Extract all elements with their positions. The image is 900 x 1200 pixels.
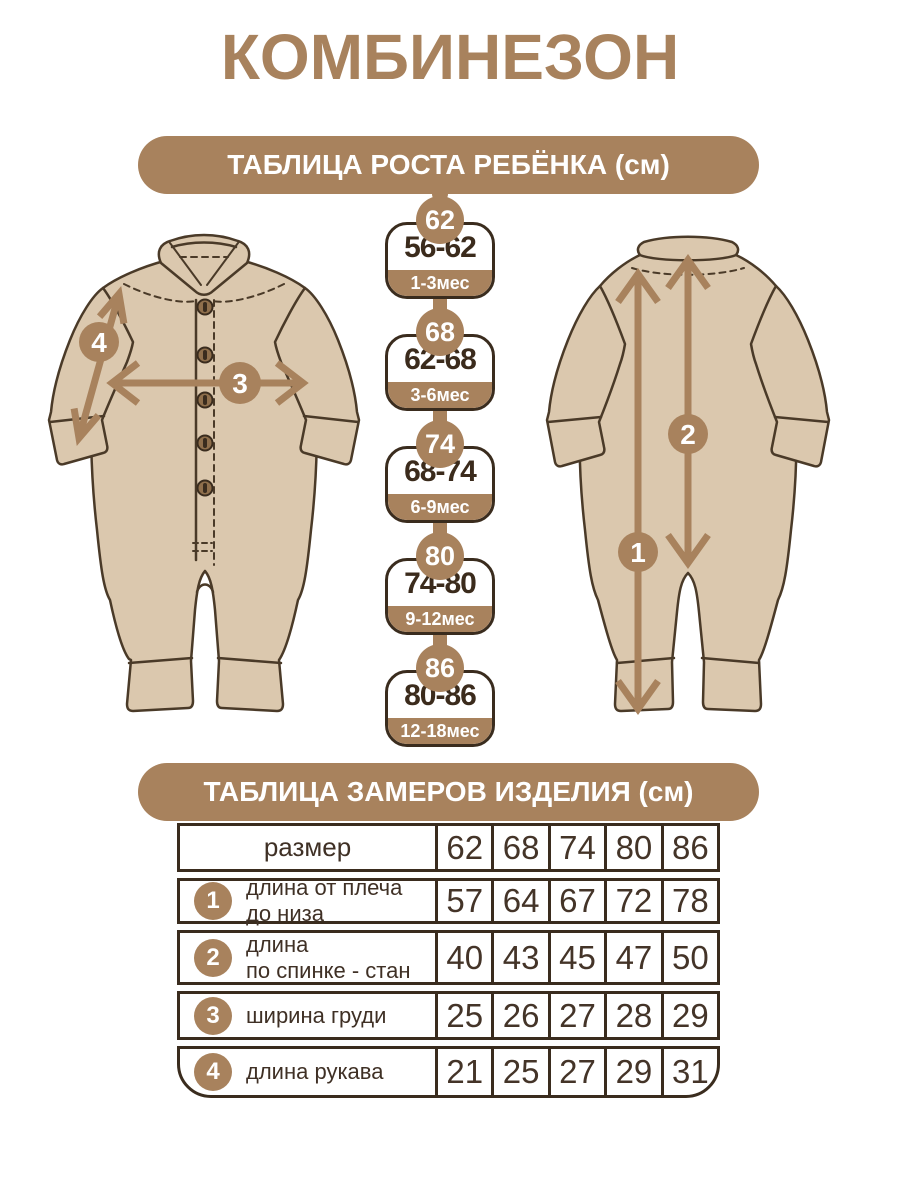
front-collar bbox=[157, 233, 251, 296]
table-row-shoulder-length: 1 длина от плеча до низа 57 64 67 72 78 bbox=[177, 875, 720, 926]
value-cell: 26 bbox=[491, 994, 547, 1037]
value-cell: 67 bbox=[547, 881, 604, 921]
value-cell: 50 bbox=[660, 933, 717, 982]
value-cell: 27 bbox=[547, 994, 604, 1037]
size-col-86: 86 bbox=[660, 826, 717, 869]
age-range: 9-12мес bbox=[388, 606, 492, 632]
page-title: КОМБИНЕЗОН bbox=[220, 21, 680, 93]
size-col-68: 68 bbox=[491, 826, 547, 869]
badge-connector bbox=[433, 297, 447, 311]
value-cell: 45 bbox=[547, 933, 604, 982]
badge-connector bbox=[433, 409, 447, 423]
row-label-cell: 2 длина по спинке - стан bbox=[180, 931, 435, 983]
value-cell: 78 bbox=[660, 881, 717, 921]
badge-connector bbox=[433, 521, 447, 535]
value-cell: 72 bbox=[604, 881, 660, 921]
value-cell: 21 bbox=[435, 1049, 491, 1095]
value-cell: 31 bbox=[660, 1049, 717, 1095]
growth-table-banner: ТАБЛИЦА РОСТА РЕБЁНКА (см) bbox=[138, 136, 759, 194]
size-badge-80: 80 74-80 9-12мес bbox=[385, 532, 495, 635]
size-badge-circle: 62 bbox=[416, 196, 464, 244]
row-number-badge: 1 bbox=[194, 882, 232, 920]
value-cell: 57 bbox=[435, 881, 491, 921]
size-badge-62: 62 56-62 1-3мес bbox=[385, 196, 495, 299]
size-badge-86: 86 80-86 12-18мес bbox=[385, 644, 495, 747]
size-badge-circle: 68 bbox=[416, 308, 464, 356]
value-cell: 27 bbox=[547, 1049, 604, 1095]
row-label: длина по спинке - стан bbox=[246, 931, 411, 983]
arrow-measure-4 bbox=[70, 286, 128, 446]
row-number-badge: 4 bbox=[194, 1053, 232, 1091]
row-label-cell: 1 длина от плеча до низа bbox=[180, 875, 435, 926]
value-cell: 40 bbox=[435, 933, 491, 982]
growth-table-banner-label: ТАБЛИЦА РОСТА РЕБЁНКА (см) bbox=[227, 149, 670, 180]
size-badge-74: 74 68-74 6-9мес bbox=[385, 420, 495, 523]
row-label: ширина груди bbox=[246, 1002, 387, 1028]
value-cell: 64 bbox=[491, 881, 547, 921]
age-range: 1-3мес bbox=[388, 270, 492, 296]
size-col-62: 62 bbox=[435, 826, 491, 869]
table-header-row: размер 62 68 74 80 86 bbox=[177, 823, 720, 872]
size-badge-68: 68 62-68 3-6мес bbox=[385, 308, 495, 411]
age-range: 3-6мес bbox=[388, 382, 492, 408]
header-label-cell: размер bbox=[180, 826, 435, 869]
front-buttons bbox=[196, 298, 214, 497]
age-range: 12-18мес bbox=[388, 718, 492, 744]
back-collar bbox=[636, 235, 740, 262]
size-word: размер bbox=[263, 832, 352, 862]
measure-point-markers: 4 3 1 2 bbox=[79, 322, 708, 572]
size-badge-circle: 80 bbox=[416, 532, 464, 580]
value-cell: 25 bbox=[435, 994, 491, 1037]
row-label: длина от плеча до низа bbox=[246, 875, 403, 926]
table-row-chest-width: 3 ширина груди 25 26 27 28 29 bbox=[177, 991, 720, 1040]
table-row-back-length: 2 длина по спинке - стан 40 43 45 47 50 bbox=[177, 930, 720, 985]
arrow-measure-1 bbox=[615, 267, 661, 716]
age-range: 6-9мес bbox=[388, 494, 492, 520]
row-label: длина рукава bbox=[246, 1059, 384, 1085]
table-row-sleeve-length: 4 длина рукава 21 25 27 29 31 bbox=[177, 1046, 720, 1098]
value-cell: 29 bbox=[604, 1049, 660, 1095]
row-label-cell: 4 длина рукава bbox=[180, 1049, 435, 1095]
value-cell: 47 bbox=[604, 933, 660, 982]
arrow-measure-2 bbox=[665, 253, 711, 570]
badge-connector bbox=[433, 633, 447, 647]
marker-1: 1 bbox=[630, 537, 646, 568]
size-badge-circle: 74 bbox=[416, 420, 464, 468]
marker-4: 4 bbox=[91, 327, 107, 358]
garment-diagram: 4 3 1 2 bbox=[47, 233, 831, 716]
value-cell: 43 bbox=[491, 933, 547, 982]
measurement-table: размер 62 68 74 80 86 1 длина от плеча д… bbox=[177, 823, 720, 1098]
size-badge-card: 74-80 9-12мес bbox=[385, 558, 495, 635]
arrow-measure-3 bbox=[106, 360, 309, 406]
value-cell: 28 bbox=[604, 994, 660, 1037]
front-romper-figure bbox=[47, 233, 361, 713]
row-number-badge: 3 bbox=[194, 996, 232, 1035]
size-col-74: 74 bbox=[547, 826, 604, 869]
marker-3: 3 bbox=[232, 368, 248, 399]
product-table-banner: ТАБЛИЦА ЗАМЕРОВ ИЗДЕЛИЯ (см) bbox=[138, 763, 759, 821]
value-cell: 25 bbox=[491, 1049, 547, 1095]
row-label-cell: 3 ширина груди bbox=[180, 994, 435, 1037]
size-col-80: 80 bbox=[604, 826, 660, 869]
size-badge-circle: 86 bbox=[416, 644, 464, 692]
value-cell: 29 bbox=[660, 994, 717, 1037]
row-number-badge: 2 bbox=[194, 938, 232, 977]
product-table-banner-label: ТАБЛИЦА ЗАМЕРОВ ИЗДЕЛИЯ (см) bbox=[203, 776, 694, 807]
marker-2: 2 bbox=[680, 419, 696, 450]
